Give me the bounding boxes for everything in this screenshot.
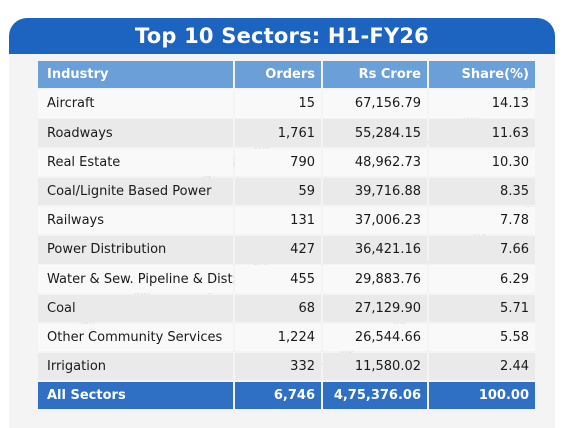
cell-rs-crore: 29,883.76 xyxy=(323,265,427,293)
cell-share: 6.29 xyxy=(429,265,535,293)
cell-rs-crore: 11,580.02 xyxy=(323,352,427,381)
total-rs-crore: 4,75,376.06 xyxy=(323,382,427,410)
cell-industry: Coal xyxy=(38,294,233,322)
cell-share: 8.35 xyxy=(429,177,535,206)
cell-orders: 15 xyxy=(235,90,321,118)
column-header-orders: Orders xyxy=(235,61,321,89)
cell-industry: Irrigation xyxy=(38,352,233,381)
cell-orders: 332 xyxy=(235,352,321,381)
cell-orders: 455 xyxy=(235,265,321,293)
cell-rs-crore: 26,544.66 xyxy=(323,323,427,352)
column-header-share: Share(%) xyxy=(429,61,535,89)
cell-industry: Real Estate xyxy=(38,148,233,176)
cell-orders: 68 xyxy=(235,294,321,322)
page-title: Top 10 Sectors: H1-FY26 xyxy=(135,24,429,48)
cell-industry: Other Community Services xyxy=(38,323,233,352)
cell-rs-crore: 27,129.90 xyxy=(323,294,427,322)
cell-orders: 131 xyxy=(235,206,321,235)
total-orders: 6,746 xyxy=(235,382,321,410)
cell-orders: 427 xyxy=(235,236,321,264)
cell-share: 10.30 xyxy=(429,148,535,176)
cell-industry: Railways xyxy=(38,206,233,235)
cell-share: 7.78 xyxy=(429,206,535,235)
cell-rs-crore: 39,716.88 xyxy=(323,177,427,206)
cell-rs-crore: 55,284.15 xyxy=(323,119,427,147)
cell-share: 7.66 xyxy=(429,236,535,264)
cell-industry: Water & Sew. Pipeline & Dist. xyxy=(38,265,233,293)
total-label: All Sectors xyxy=(38,382,233,410)
cell-share: 2.44 xyxy=(429,352,535,381)
cell-share: 5.71 xyxy=(429,294,535,322)
cell-rs-crore: 67,156.79 xyxy=(323,90,427,118)
cell-share: 14.13 xyxy=(429,90,535,118)
cell-industry: Power Distribution xyxy=(38,236,233,264)
cell-share: 11.63 xyxy=(429,119,535,147)
cell-orders: 790 xyxy=(235,148,321,176)
cell-orders: 1,761 xyxy=(235,119,321,147)
sectors-table: Industry Orders Rs Crore Share(%) Aircra… xyxy=(38,61,535,410)
cell-orders: 59 xyxy=(235,177,321,206)
cell-rs-crore: 36,421.16 xyxy=(323,236,427,264)
cell-rs-crore: 48,962.73 xyxy=(323,148,427,176)
cell-industry: Roadways xyxy=(38,119,233,147)
cell-industry: Aircraft xyxy=(38,90,233,118)
total-share: 100.00 xyxy=(429,382,535,410)
column-header-rs-crore: Rs Crore xyxy=(323,61,427,89)
cell-industry: Coal/Lignite Based Power xyxy=(38,177,233,206)
cell-share: 5.58 xyxy=(429,323,535,352)
title-bar: Top 10 Sectors: H1-FY26 xyxy=(9,18,555,54)
column-header-industry: Industry xyxy=(38,61,233,89)
cell-orders: 1,224 xyxy=(235,323,321,352)
cell-rs-crore: 37,006.23 xyxy=(323,206,427,235)
